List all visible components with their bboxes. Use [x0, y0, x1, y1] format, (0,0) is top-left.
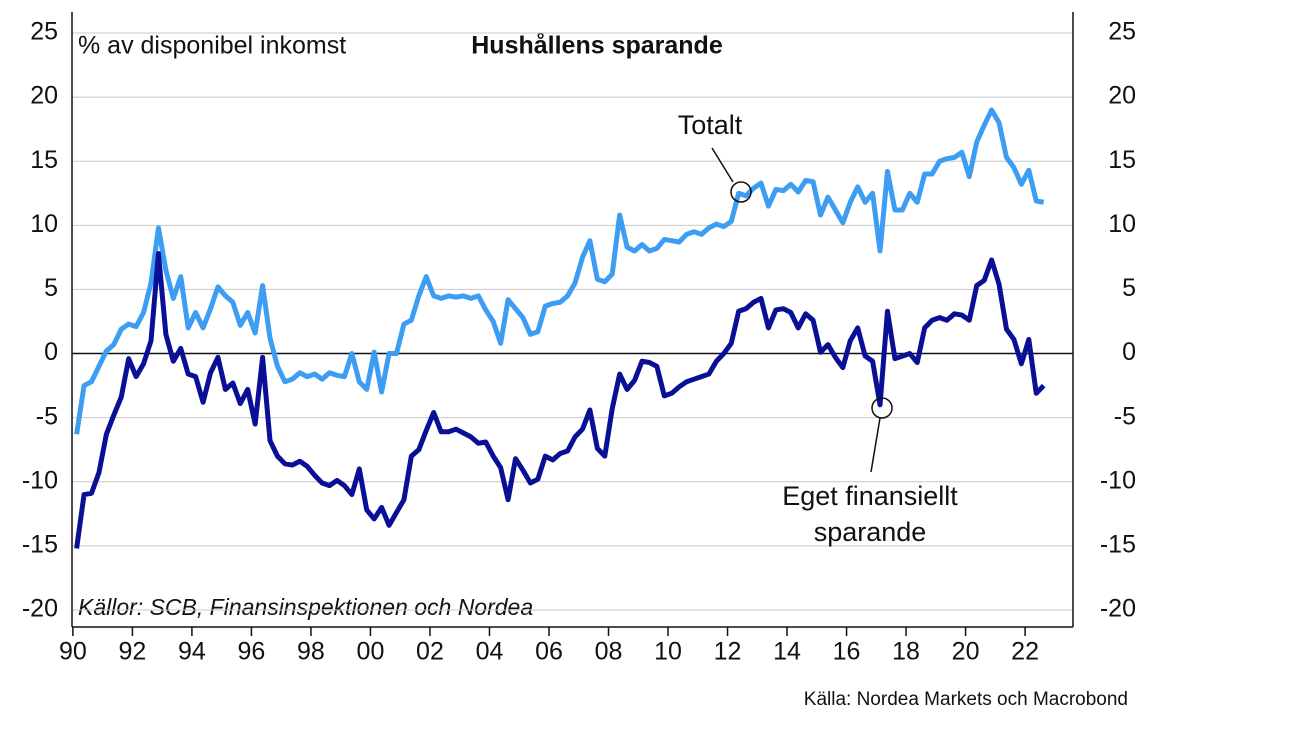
source: Källa: Nordea Markets och Macrobond — [804, 689, 1128, 710]
y-tick-label: 0 — [44, 338, 58, 366]
series-annotation: Eget finansiellt sparande — [782, 481, 958, 547]
y2-tick-label: -5 — [1114, 402, 1136, 430]
x-tick-label: 00 — [357, 638, 385, 666]
y2-tick-label: 15 — [1108, 146, 1136, 174]
y-tick-label: -10 — [22, 466, 58, 494]
annotation-circle — [871, 397, 893, 419]
x-tick-label: 20 — [952, 638, 980, 666]
x-tick-label: 12 — [714, 638, 742, 666]
y-tick-label: 15 — [30, 146, 58, 174]
y-tick-label: 5 — [44, 274, 58, 302]
x-tick-label: 94 — [178, 638, 206, 666]
y2-tick-label: -10 — [1100, 466, 1136, 494]
x-tick-label: 08 — [595, 638, 623, 666]
x-tick-label: 98 — [297, 638, 325, 666]
y2-tick-label: -15 — [1100, 530, 1136, 558]
x-tick-label: 18 — [892, 638, 920, 666]
annotation-pointer — [870, 417, 881, 473]
y-tick-label: -15 — [22, 530, 58, 558]
x-tick-label: 90 — [59, 638, 87, 666]
series-line — [74, 107, 1045, 435]
x-tick-label: 16 — [833, 638, 861, 666]
y2-tick-label: 20 — [1108, 82, 1136, 110]
x-tick-label: 92 — [118, 638, 146, 666]
y-axis-label: % av disponibel inkomst — [78, 32, 346, 60]
x-tick-label: 96 — [238, 638, 266, 666]
x-tick-label: 02 — [416, 638, 444, 666]
y2-tick-label: 25 — [1108, 18, 1136, 46]
x-tick-label: 06 — [535, 638, 563, 666]
y-tick-label: 10 — [30, 210, 58, 238]
y2-tick-label: 0 — [1122, 338, 1136, 366]
series-line — [74, 251, 1046, 549]
x-tick-label: 10 — [654, 638, 682, 666]
y2-tick-label: 10 — [1108, 210, 1136, 238]
y-tick-label: 20 — [30, 82, 58, 110]
annotation-pointer — [711, 147, 734, 183]
y2-tick-label: -20 — [1100, 595, 1136, 623]
y-tick-label: 25 — [30, 18, 58, 46]
note: Källor: SCB, Finansinspektionen och Nord… — [78, 594, 533, 620]
y2-tick-label: 5 — [1122, 274, 1136, 302]
x-tick-label: 14 — [773, 638, 801, 666]
x-tick-label: 04 — [476, 638, 504, 666]
annotation-circle — [730, 181, 752, 203]
chart-title: Hushållens sparande — [471, 32, 723, 60]
series-annotation: Totalt — [678, 110, 743, 140]
y-tick-label: -20 — [22, 595, 58, 623]
x-tick-label: 22 — [1011, 638, 1039, 666]
y-tick-label: -5 — [36, 402, 58, 430]
